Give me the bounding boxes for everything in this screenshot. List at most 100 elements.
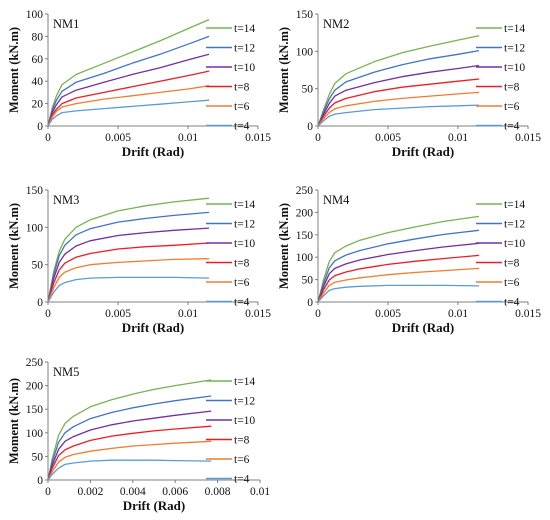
legend: t=14 t=12 t=10 t=8 t=6 t=4	[476, 23, 525, 133]
legend-label: t=4	[234, 121, 250, 133]
x-axis-title: Drift (Rad)	[122, 144, 184, 159]
y-tick-label: 0	[37, 297, 43, 309]
series-line-t-10	[47, 227, 210, 303]
series-line-t-14	[47, 379, 212, 481]
legend-label: t=10	[234, 238, 255, 250]
legend: t=14 t=12 t=10 t=8 t=6 t=4	[206, 199, 255, 309]
legend: t=14 t=12 t=10 t=8 t=6 t=4	[206, 23, 255, 133]
x-tick-label: 0.005	[375, 308, 401, 320]
legend-label: t=8	[234, 435, 250, 447]
legend-label: t=6	[234, 101, 250, 113]
y-tick-label: 100	[26, 222, 44, 234]
y-tick-label: 50	[302, 275, 314, 287]
series-line-t-6	[317, 91, 480, 127]
series-line-t-4	[317, 284, 480, 303]
series-line-t-4	[47, 459, 212, 481]
series-line-t-12	[317, 49, 480, 127]
y-tick-label: 250	[296, 185, 314, 197]
series-line-t-6	[47, 440, 212, 481]
y-tick-label: 150	[26, 185, 44, 197]
series-line-t-14	[47, 19, 210, 127]
x-tick-label: 0.005	[375, 132, 401, 144]
legend-label: t=10	[234, 62, 255, 74]
y-tick-label: 100	[296, 252, 314, 264]
x-axis-title: Drift (Rad)	[392, 320, 454, 335]
x-tick-label: 0.008	[205, 486, 231, 498]
legend-label: t=12	[504, 219, 525, 231]
legend-label: t=8	[234, 82, 250, 94]
panel-title: NM2	[323, 17, 349, 31]
x-tick-label: 0.015	[515, 132, 541, 144]
legend-label: t=4	[504, 121, 520, 133]
y-tick-label: 100	[26, 428, 44, 440]
legend-label: t=12	[234, 396, 255, 408]
y-tick-label: 40	[32, 76, 44, 88]
y-tick-label: 0	[307, 297, 313, 309]
series-line-t-8	[47, 242, 210, 303]
x-tick-label: 0.002	[77, 486, 103, 498]
x-tick-label: 0	[45, 486, 51, 498]
series-line-t-4	[47, 99, 210, 127]
x-tick-label: 0	[45, 132, 51, 144]
legend-label: t=10	[504, 62, 525, 74]
legend-label: t=14	[234, 376, 255, 388]
series-line-t-8	[317, 78, 480, 127]
x-axis-title: Drift (Rad)	[123, 498, 185, 513]
panel-title: NM4	[323, 193, 350, 207]
legend: t=14 t=12 t=10 t=8 t=6 t=4	[476, 199, 525, 309]
x-tick-label: 0.006	[162, 486, 188, 498]
y-axis-title: Moment (kN.m)	[7, 203, 21, 289]
x-tick-label: 0.01	[448, 132, 468, 144]
y-tick-label: 100	[296, 46, 314, 58]
legend-label: t=4	[234, 474, 250, 486]
x-axis-title: Drift (Rad)	[392, 144, 454, 159]
legend-label: t=6	[504, 101, 520, 113]
y-tick-label: 0	[37, 121, 43, 133]
x-tick-label: 0.005	[105, 132, 131, 144]
x-tick-label: 0.015	[245, 132, 271, 144]
series-line-t-12	[317, 229, 480, 303]
legend-label: t=8	[504, 258, 520, 270]
legend-label: t=12	[234, 219, 255, 231]
series-line-t-10	[47, 410, 212, 481]
legend-label: t=12	[504, 43, 525, 55]
series-line-t-8	[47, 425, 212, 481]
y-tick-label: 20	[32, 99, 44, 111]
y-tick-label: 0	[37, 475, 43, 487]
series-line-t-10	[317, 64, 480, 127]
y-tick-label: 50	[32, 260, 44, 272]
y-tick-label: 250	[26, 357, 44, 369]
legend-label: t=6	[234, 277, 250, 289]
y-axis-title: Moment (kN.m)	[277, 27, 291, 113]
y-tick-label: 150	[26, 404, 44, 416]
legend-label: t=6	[504, 277, 520, 289]
legend-label: t=10	[504, 238, 525, 250]
series-line-t-6	[47, 85, 210, 127]
panel-title: NM5	[53, 365, 79, 379]
series-line-t-6	[317, 267, 480, 303]
series-line-t-8	[317, 254, 480, 303]
series-line-t-14	[47, 197, 210, 303]
x-axis-title: Drift (Rad)	[122, 320, 184, 335]
y-tick-label: 150	[296, 230, 314, 242]
chart-panel-nm2: 0 50 100 150 0 0.005 0.01 0.015 Drift (Rad) Momen…	[277, 9, 541, 159]
y-tick-label: 0	[307, 121, 313, 133]
chart-panel-nm5: 0 50 100 150 200 250 0 0.002 0.004 0.006 0.008 0.01…	[7, 357, 270, 513]
legend-label: t=14	[504, 199, 525, 211]
x-tick-label: 0.01	[178, 308, 198, 320]
chart-panel-nm3: 0 50 100 150 0 0.005 0.01 0.015 Drift (Rad) Momen…	[7, 185, 271, 335]
x-tick-label: 0.015	[515, 308, 541, 320]
panel-title: NM3	[53, 193, 79, 207]
series-line-t-4	[47, 276, 210, 303]
y-tick-label: 50	[302, 84, 314, 96]
x-tick-label: 0.01	[448, 308, 468, 320]
series-line-t-10	[47, 53, 210, 127]
legend-label: t=6	[234, 454, 250, 466]
series-line-t-4	[317, 104, 480, 127]
y-tick-label: 60	[32, 54, 44, 66]
series-line-t-10	[317, 242, 480, 303]
x-tick-label: 0	[315, 132, 321, 144]
legend: t=14 t=12 t=10 t=8 t=6 t=4	[206, 376, 255, 486]
panel-title: NM1	[53, 17, 79, 31]
